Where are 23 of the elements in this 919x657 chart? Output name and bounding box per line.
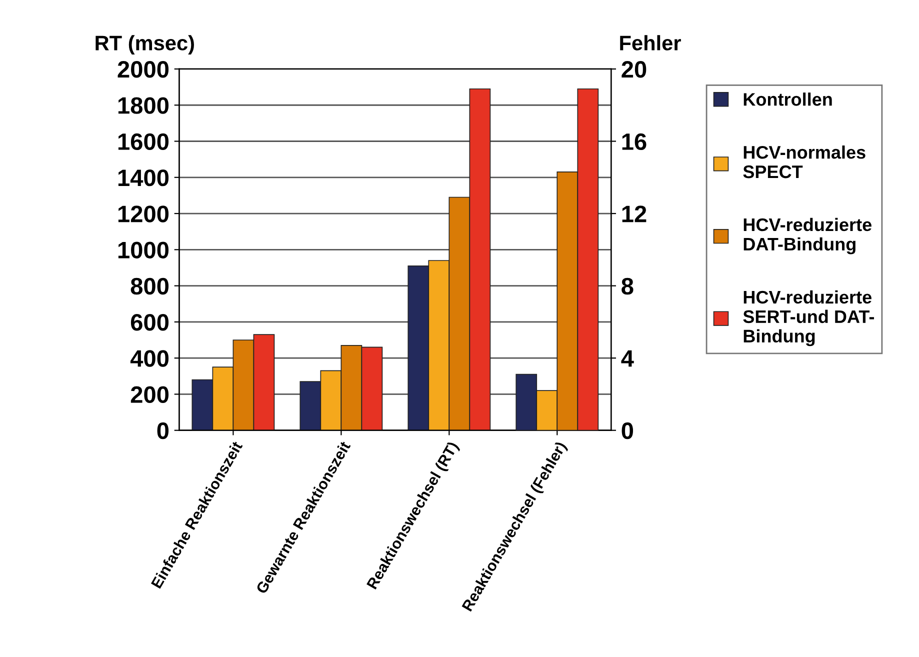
y-tick-label: 1000 [118,242,169,258]
y-tick-label: 1200 [118,206,169,222]
y-tick-label: 200 [130,386,169,403]
legend-label: HCV-reduzierte DAT-Bindung [744,218,872,254]
y-tick-label: 400 [130,350,169,367]
y2-tick-label: 0 [622,422,634,440]
y-tick-label: 1800 [118,97,169,114]
y2-tick-label: 16 [622,133,646,150]
y-tick-label: 0 [157,422,169,440]
y2-tick-label: 20 [622,61,646,78]
y2-axis-title: Fehler [620,35,681,50]
y-tick-label: 1600 [118,133,169,150]
y2-tick-label: 8 [622,278,634,295]
legend-label: Kontrollen [744,92,832,106]
legend-label: HCV-reduzierte SERT-und DAT- Bindung [743,290,874,346]
legend-label: HCV-normales SPECT [743,146,866,178]
y2-tick-label: 4 [621,350,634,367]
y2-tick-label: 12 [622,206,646,222]
y-tick-label: 800 [130,278,169,295]
y-tick-label: 600 [130,314,169,331]
y-tick-label: 2000 [118,61,169,78]
y-tick-label: 1400 [118,169,169,186]
y-axis-title: RT (msec) [96,35,194,55]
